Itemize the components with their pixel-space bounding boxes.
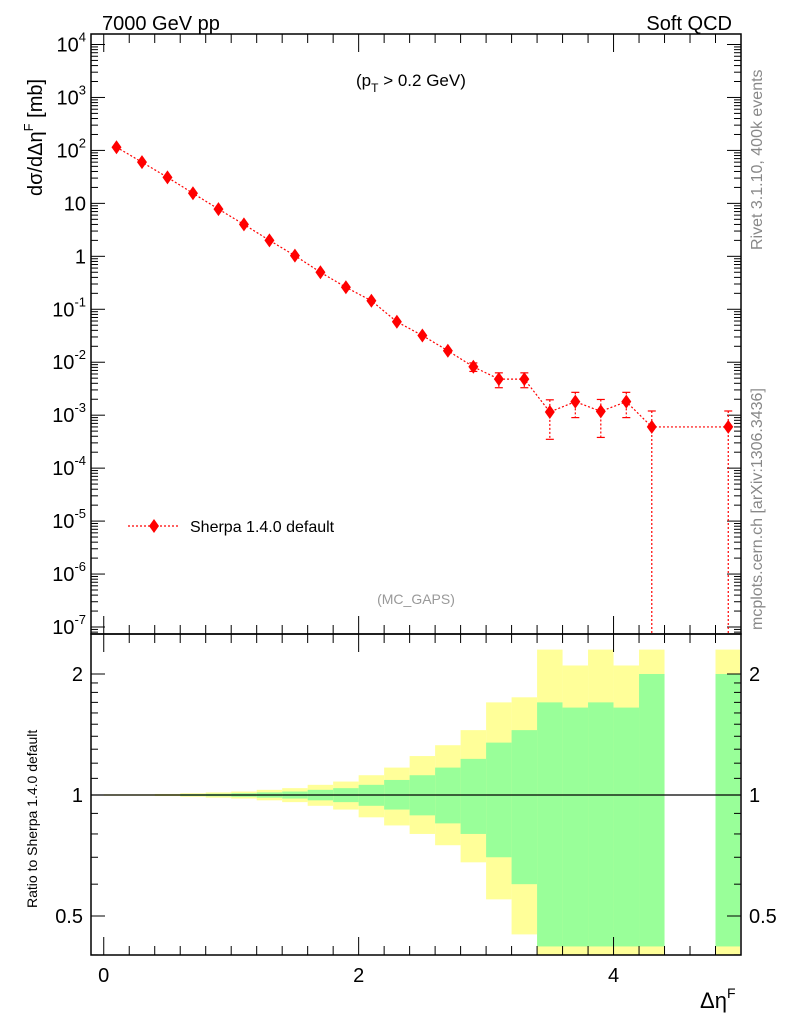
data-point [264, 233, 275, 248]
y-tick-label: 10-3 [52, 400, 86, 427]
ratio-tick-label: 2 [749, 664, 760, 686]
header-right: Soft QCD [646, 13, 732, 35]
ratio-tick-label: 2 [72, 664, 83, 686]
data-point [493, 372, 504, 387]
data-point [340, 280, 351, 295]
data-point [289, 248, 300, 263]
data-point [238, 217, 249, 232]
y-tick-label: 10-6 [52, 559, 86, 586]
data-point [621, 394, 632, 409]
side-text-top: Rivet 3.1.10, 400k events [749, 69, 766, 250]
data-point [723, 419, 734, 434]
watermark: (MC_GAPS) [377, 591, 455, 607]
ratio-band-inner [613, 707, 640, 947]
data-point [162, 170, 173, 185]
y-tick-label: 10-7 [52, 612, 86, 639]
y-tick-label: 10 [64, 193, 86, 215]
ratio-band-inner [562, 707, 589, 947]
data-point [187, 186, 198, 201]
x-tick-label: 4 [608, 965, 619, 987]
y-tick-label: 10-2 [52, 347, 86, 374]
data-point [136, 155, 147, 170]
data-point [391, 314, 402, 329]
data-point [213, 202, 224, 217]
y-tick-label: 10-5 [52, 506, 86, 533]
x-tick-label: 0 [98, 965, 109, 987]
legend: Sherpa 1.4.0 default [128, 519, 335, 536]
ratio-tick-label: 1 [72, 785, 83, 807]
ratio-y-label: Ratio to Sherpa 1.4.0 default [24, 730, 40, 908]
y-tick-label: 1 [75, 246, 86, 268]
ratio-frame: 0 2 4 0.5 0.5 1 1 2 2 [55, 633, 777, 987]
header-left: 7000 GeV pp [102, 13, 220, 35]
main-frame: 10-7 10-6 10-5 10-4 10-3 10-2 10-1 1 10 102 103 104 [52, 30, 742, 639]
y-tick-label: 103 [57, 82, 86, 109]
legend-marker [149, 519, 159, 533]
series-line [116, 146, 729, 428]
y-axis-label: dσ/dΔηF [mb] [21, 79, 47, 196]
x-axis-label: ΔηF [700, 985, 736, 1013]
data-point [646, 419, 657, 434]
data-point [442, 343, 453, 358]
data-point [595, 404, 606, 419]
ratio-bands [91, 649, 741, 955]
data-point [315, 265, 326, 280]
data-point [366, 293, 377, 308]
y-tick-label: 104 [57, 30, 86, 57]
ratio-band-inner [460, 758, 487, 834]
ratio-band-inner [511, 730, 538, 885]
ratio-band-inner [715, 674, 740, 947]
main-plot-frame [90, 33, 742, 635]
ratio-tick-label: 0.5 [749, 906, 777, 928]
ratio-band-inner [588, 702, 614, 947]
x-tick-label: 2 [353, 965, 364, 987]
ratio-band-inner [486, 742, 512, 858]
y-tick-label: 10-4 [52, 453, 86, 480]
data-point [519, 372, 530, 387]
data-point [544, 404, 555, 419]
annotation: (pT > 0.2 GeV) [356, 71, 466, 95]
side-text-bottom: mcplots.cern.ch [arXiv:1306.3436] [749, 388, 766, 630]
legend-label: Sherpa 1.4.0 default [190, 519, 335, 536]
data-point [468, 359, 479, 374]
ratio-tick-label: 1 [749, 785, 760, 807]
ratio-tick-label: 0.5 [55, 906, 83, 928]
y-tick-label: 10-1 [52, 294, 86, 321]
series-layer [111, 140, 734, 634]
data-point [570, 394, 581, 409]
data-point [417, 328, 428, 343]
ratio-band-inner [639, 674, 665, 947]
data-point [111, 140, 122, 155]
y-tick-label: 102 [57, 135, 86, 162]
ratio-band-inner [537, 702, 563, 947]
